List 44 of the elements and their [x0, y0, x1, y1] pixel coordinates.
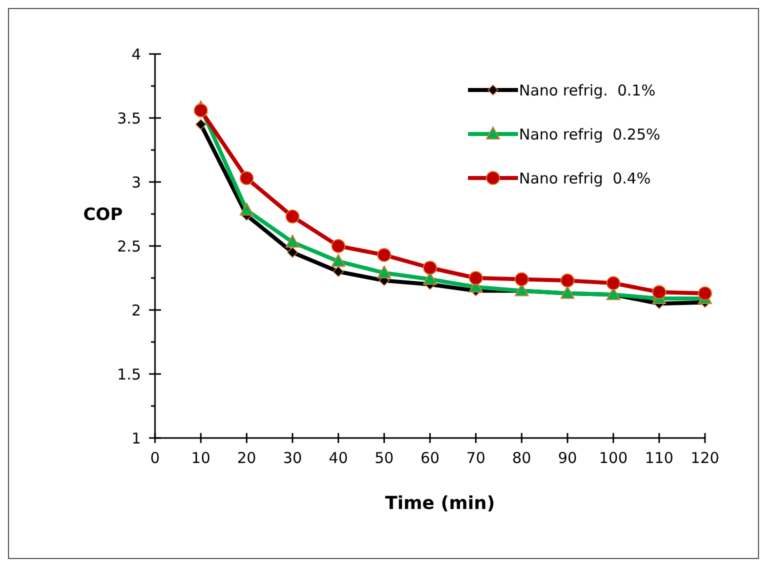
point — [286, 234, 300, 248]
point — [652, 285, 666, 300]
y-tick-label: 3 — [131, 173, 141, 192]
x-tick-label: 10 — [191, 449, 210, 467]
point — [194, 103, 208, 118]
point — [240, 202, 254, 216]
point — [560, 274, 574, 288]
x-tick-label: 30 — [282, 449, 302, 467]
point — [377, 265, 392, 278]
point — [195, 119, 206, 130]
y-tick-label: 4 — [131, 45, 141, 64]
x-tick-label: 50 — [374, 449, 394, 467]
point — [332, 266, 344, 277]
x-tick-label: 100 — [599, 449, 628, 467]
y-tick-label: 1 — [131, 429, 141, 448]
point — [331, 239, 346, 253]
x-tick-label: 90 — [558, 449, 578, 467]
point — [287, 247, 298, 258]
legend-label: Nano refrig 0.4% — [519, 169, 651, 188]
x-axis-title: Time (min) — [385, 493, 495, 514]
y-tick-label: 2.5 — [117, 237, 141, 256]
point — [606, 276, 620, 290]
x-tick-label: 70 — [466, 449, 486, 467]
point — [514, 272, 529, 286]
x-tick-label: 120 — [690, 449, 720, 467]
point — [331, 254, 346, 267]
legend-label: Nano refrig. 0.1% — [519, 81, 656, 100]
x-tick-label: 80 — [512, 449, 532, 467]
y-tick-label: 3.5 — [117, 109, 141, 128]
point — [240, 171, 254, 186]
x-tick-label: 110 — [644, 449, 674, 467]
y-tick-label: 1.5 — [117, 365, 141, 384]
x-tick-label: 0 — [150, 449, 160, 467]
y-axis-title: COP — [83, 205, 123, 225]
x-tick-label: 60 — [420, 449, 440, 467]
point — [286, 210, 300, 224]
point — [698, 286, 712, 300]
legend-label: Nano refrig 0.25% — [519, 125, 660, 144]
point — [423, 260, 437, 275]
point — [468, 271, 483, 285]
y-tick-label: 2 — [131, 301, 141, 320]
x-tick-label: 20 — [237, 449, 256, 467]
point — [377, 248, 392, 262]
x-tick-label: 40 — [328, 449, 348, 467]
